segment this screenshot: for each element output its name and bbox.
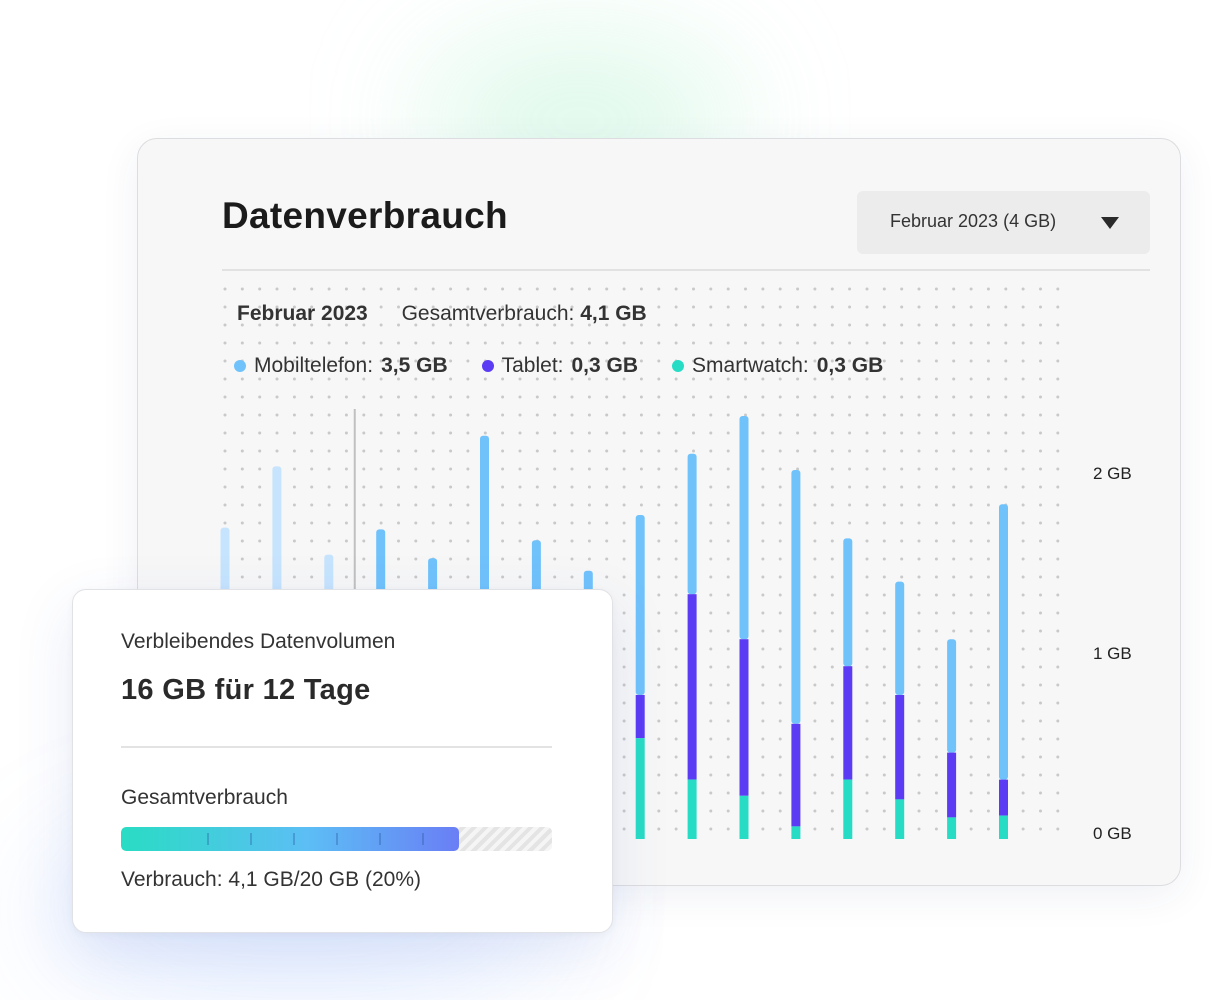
summary-total-value: 4,1 GB <box>580 302 647 325</box>
usage-progress-fill <box>121 827 459 851</box>
chart-legend: Mobiltelefon: 3,5 GB Tablet: 0,3 GB Smar… <box>234 354 883 378</box>
bar-12-mobile <box>791 470 801 724</box>
bar-13-smartwatch <box>843 779 853 839</box>
bar-16-mobile <box>999 504 1008 780</box>
legend-value-smartwatch: 0,3 GB <box>816 354 884 377</box>
bar-10-smartwatch <box>687 779 697 839</box>
chart-summary: Februar 2023 Gesamtverbrauch: 4,1 GB <box>237 302 647 326</box>
legend-value-tablet: 0,3 GB <box>571 354 639 377</box>
summary-month: Februar 2023 <box>237 302 368 325</box>
progress-tick <box>250 833 252 845</box>
usage-label: Gesamtverbrauch <box>121 786 288 809</box>
legend-dot-tablet <box>481 360 494 372</box>
remaining-volume-card: Verbleibendes Datenvolumen 16 GB für 12 … <box>72 589 613 933</box>
progress-tick <box>207 833 209 845</box>
caret-down-icon <box>1101 217 1119 229</box>
bar-13-tablet <box>843 666 853 780</box>
bar-16-smartwatch <box>999 815 1008 839</box>
bar-9-tablet <box>635 695 645 739</box>
page-title: Datenverbrauch <box>222 195 508 236</box>
bar-15-mobile <box>947 639 957 753</box>
bar-12-tablet <box>791 723 801 827</box>
y-tick-label-2gb: 2 GB <box>1093 464 1132 483</box>
legend-dot-smartwatch <box>672 360 685 372</box>
bar-12-smartwatch <box>791 826 801 839</box>
y-tick-label-0gb: 0 GB <box>1093 824 1132 843</box>
legend-item-mobile: Mobiltelefon: 3,5 GB <box>234 354 448 378</box>
legend-item-smartwatch: Smartwatch: 0,3 GB <box>672 354 883 378</box>
bar-10-mobile <box>687 453 697 595</box>
bar-11-mobile <box>739 416 749 640</box>
progress-tick <box>293 833 295 845</box>
bar-16-tablet <box>999 779 1008 816</box>
bar-14-tablet <box>895 695 905 800</box>
legend-label-smartwatch: Smartwatch: <box>692 354 809 377</box>
remaining-value: 16 GB für 12 Tage <box>121 674 371 706</box>
progress-tick <box>336 833 338 845</box>
bar-11-tablet <box>739 639 749 796</box>
bar-11-smartwatch <box>739 795 749 839</box>
month-select-value: Februar 2023 (4 GB) <box>890 211 1057 231</box>
bar-13-mobile <box>843 538 853 667</box>
usage-text: Verbrauch: 4,1 GB/20 GB (20%) <box>121 868 421 891</box>
header-divider <box>222 269 1150 271</box>
legend-item-tablet: Tablet: 0,3 GB <box>481 354 639 378</box>
bar-15-smartwatch <box>947 817 957 839</box>
progress-tick <box>422 833 424 845</box>
card-divider <box>121 746 552 748</box>
legend-dot-mobile <box>234 360 246 372</box>
month-select[interactable]: Februar 2023 (4 GB) <box>857 191 1150 254</box>
y-tick-label-1gb: 1 GB <box>1093 644 1132 663</box>
summary-total-label: Gesamtverbrauch: <box>401 302 575 325</box>
legend-value-mobile: 3,5 GB <box>381 354 448 377</box>
bar-14-smartwatch <box>895 799 905 839</box>
bar-15-tablet <box>947 752 957 818</box>
remaining-label: Verbleibendes Datenvolumen <box>121 630 396 653</box>
usage-progress-bar <box>121 827 552 851</box>
legend-label-tablet: Tablet: <box>501 354 564 377</box>
bar-9-smartwatch <box>635 738 645 839</box>
legend-label-mobile: Mobiltelefon: <box>254 354 374 377</box>
bar-14-mobile <box>895 581 905 695</box>
progress-tick <box>379 833 381 845</box>
bar-10-tablet <box>687 594 697 780</box>
bar-9-mobile <box>635 515 645 695</box>
